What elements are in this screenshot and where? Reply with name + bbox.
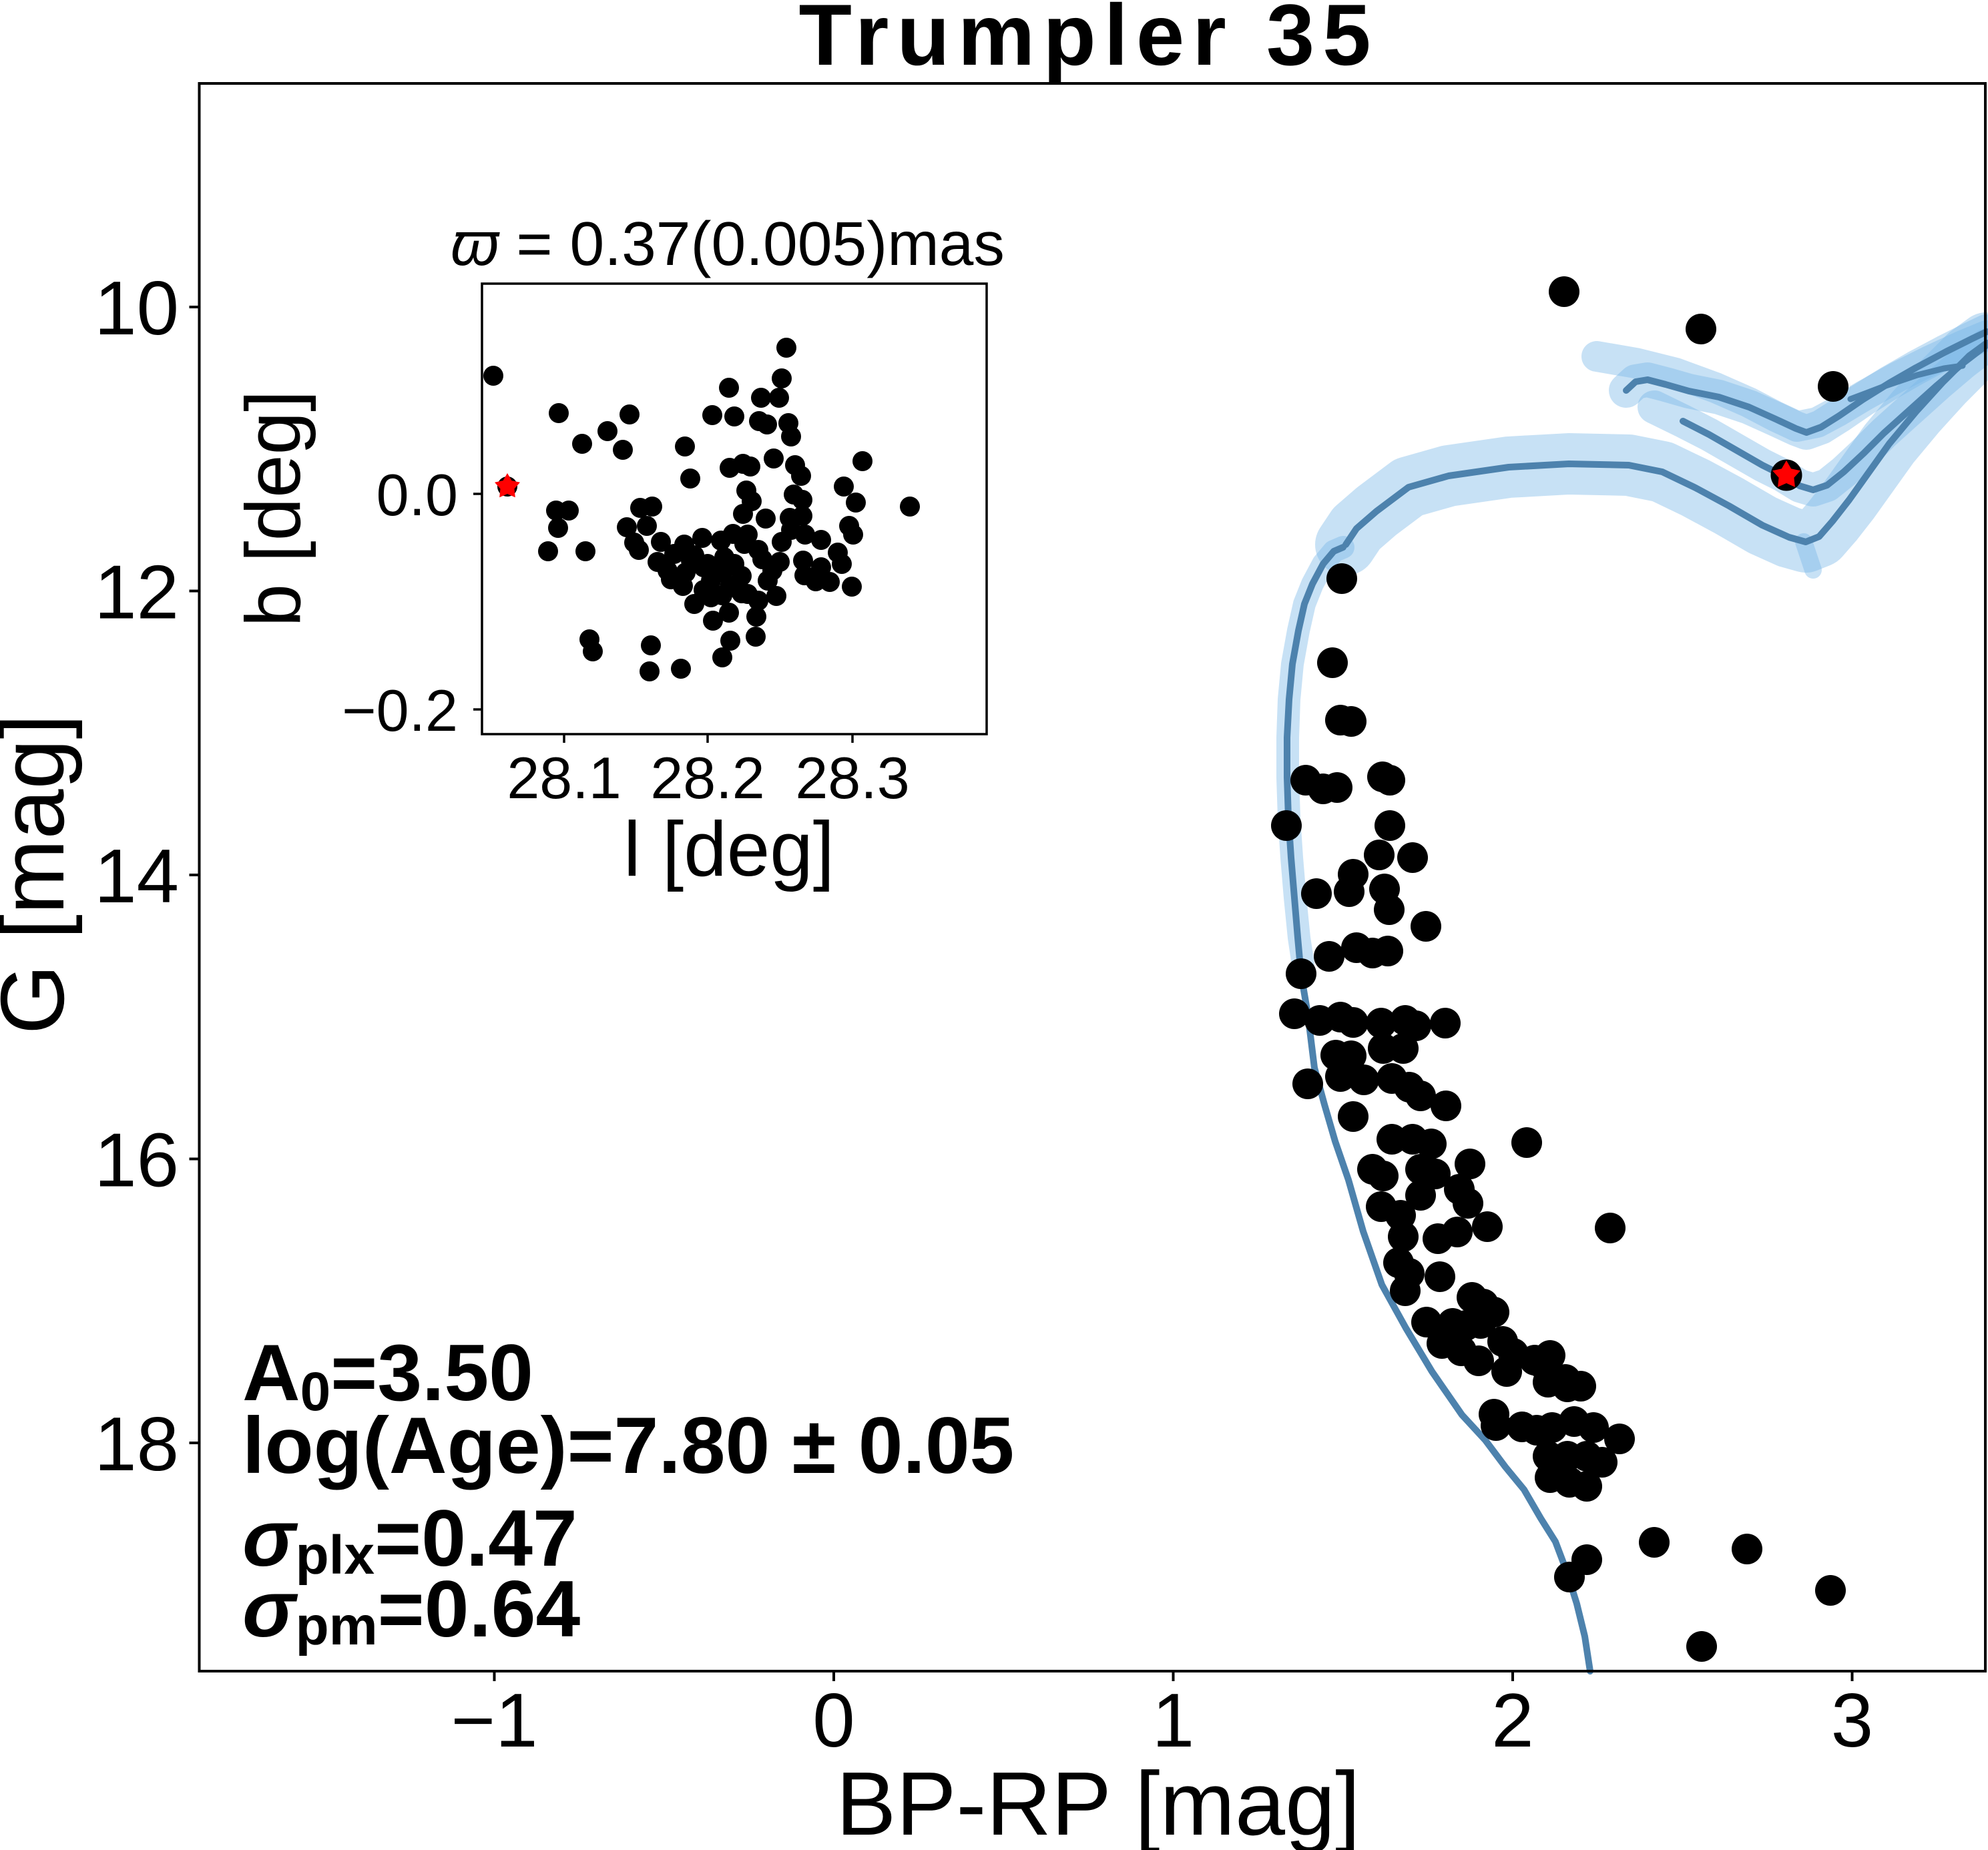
svg-text:ϖ = 0.37(0.005)mas: ϖ = 0.37(0.005)mas [451,209,1005,278]
svg-text:0.0: 0.0 [377,462,458,528]
svg-text:−0.2: −0.2 [342,677,458,743]
svg-text:1: 1 [1152,1678,1194,1763]
svg-text:2: 2 [1491,1678,1533,1763]
svg-text:0: 0 [812,1678,854,1763]
svg-text:l [deg]: l [deg] [624,806,834,892]
svg-text:−1: −1 [451,1678,538,1763]
svg-text:σpm=0.64: σpm=0.64 [242,1564,581,1656]
svg-text:3: 3 [1831,1678,1873,1763]
svg-text:28.1: 28.1 [507,745,621,811]
svg-text:18: 18 [94,1402,179,1487]
svg-text:A0=3.50: A0=3.50 [242,1328,533,1422]
svg-text:G [mag]: G [mag] [0,714,83,1034]
svg-text:16: 16 [94,1119,179,1203]
svg-text:14: 14 [94,834,179,919]
svg-text:Trumpler 35: Trumpler 35 [799,0,1379,83]
svg-text:28.2: 28.2 [650,745,764,811]
svg-text:BP-RP [mag]: BP-RP [mag] [836,1753,1360,1850]
svg-text:b [deg]: b [deg] [230,390,316,627]
svg-text:log(Age)=7.80 ± 0.05: log(Age)=7.80 ± 0.05 [242,1401,1014,1490]
svg-text:12: 12 [94,551,179,635]
svg-text:28.3: 28.3 [795,745,909,811]
svg-text:σplx=0.47: σplx=0.47 [242,1494,577,1586]
svg-text:10: 10 [94,266,179,351]
